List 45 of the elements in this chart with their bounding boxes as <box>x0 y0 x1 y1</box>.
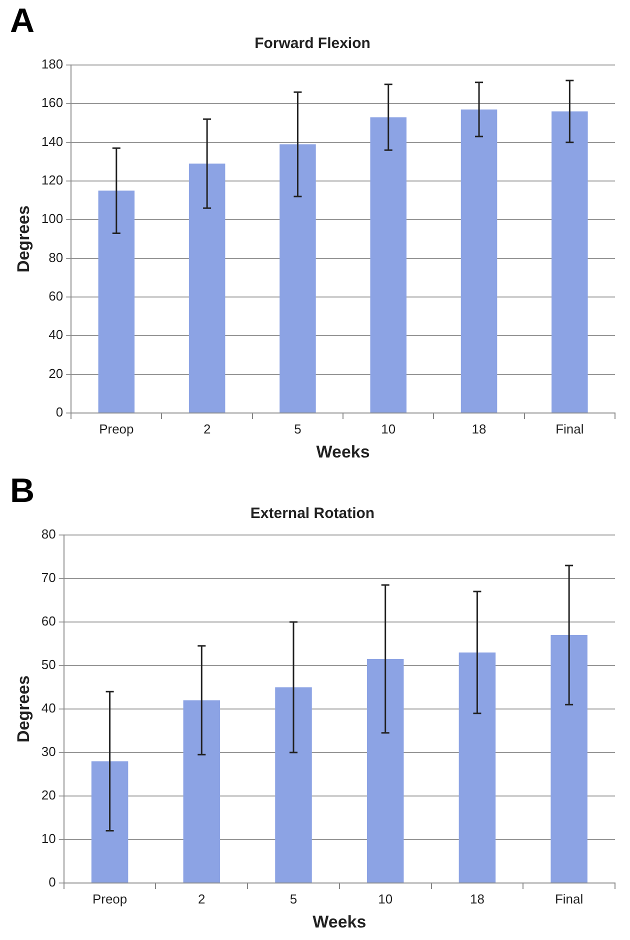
y-tick-label: 140 <box>41 134 64 149</box>
y-tick-label: 10 <box>41 831 56 846</box>
x-axis-title: Weeks <box>316 442 370 462</box>
y-tick-label: 180 <box>41 56 64 72</box>
x-tick-label: 18 <box>472 421 486 436</box>
x-tick-label: 10 <box>381 421 396 436</box>
x-tick-label: Preop <box>92 891 128 906</box>
chart-title: Forward Flexion <box>254 35 370 52</box>
chart-title: External Rotation <box>250 505 375 522</box>
x-axis-title: Weeks <box>312 912 366 932</box>
x-tick-label: 5 <box>294 421 302 436</box>
y-tick-label: 120 <box>41 172 64 188</box>
y-tick-label: 160 <box>41 95 64 110</box>
y-tick-label: 20 <box>48 366 64 381</box>
y-tick-label: 40 <box>48 327 64 342</box>
bar <box>366 658 404 882</box>
y-tick-label: 20 <box>41 788 56 803</box>
y-tick-label: 80 <box>41 526 56 542</box>
y-tick-label: 0 <box>56 404 64 420</box>
x-tick-label: Final <box>556 421 584 436</box>
y-tick-label: 30 <box>41 744 56 760</box>
x-tick-label: 2 <box>203 421 211 436</box>
x-tick-label: 10 <box>378 891 393 906</box>
y-axis-title: Degrees <box>14 205 33 273</box>
x-tick-label: 18 <box>470 891 484 906</box>
y-tick-label: 80 <box>48 250 64 265</box>
text: B <box>10 472 35 511</box>
bar <box>458 652 496 882</box>
bar <box>183 700 220 882</box>
y-tick-label: 50 <box>41 657 56 672</box>
x-tick-label: Preop <box>99 421 134 436</box>
bar <box>91 761 128 882</box>
x-tick-label: 2 <box>198 891 206 906</box>
y-axis-title: Degrees <box>14 675 33 743</box>
x-tick-label: Final <box>554 891 584 906</box>
y-tick-label: 60 <box>41 614 56 629</box>
y-tick-label: 60 <box>48 288 64 304</box>
y-tick-label: 70 <box>41 570 56 586</box>
bar <box>550 635 588 882</box>
x-tick-label: 5 <box>290 891 298 906</box>
y-tick-label: 40 <box>41 700 56 716</box>
y-tick-label: 0 <box>48 874 56 890</box>
y-tick-label: 100 <box>41 211 64 226</box>
text: A <box>10 2 35 41</box>
bar <box>275 687 312 882</box>
